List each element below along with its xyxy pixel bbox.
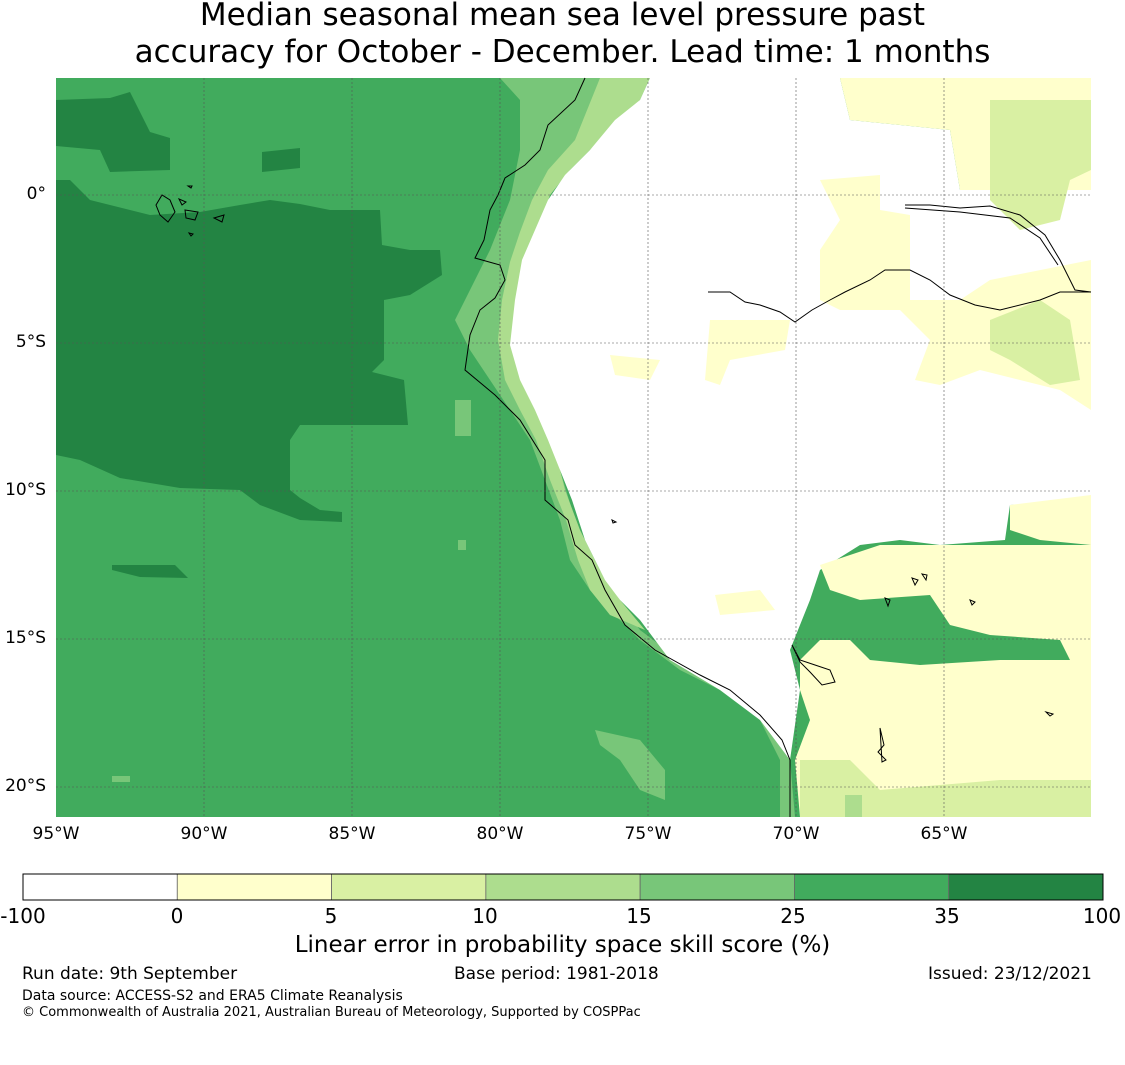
low-skill-patch [990,100,1091,230]
chart-title-line-2: accuracy for October - December. Lead ti… [134,34,991,70]
colorbar-tick: 25 [780,904,806,928]
colorbar-bin [485,873,641,901]
high-skill-patch [262,148,300,172]
colorbar-bin [794,873,950,901]
low-skill-patch [715,590,775,615]
low-skill-patch [845,795,862,817]
base-period: Base period: 1981-2018 [454,964,659,984]
ocean-skill-patch [595,730,665,800]
low-skill-patch [705,320,790,385]
colorbar-tick: -100 [0,904,46,928]
low-skill-patch [800,760,1091,817]
run-date: Run date: 9th September [22,964,238,984]
lon-label: 80°W [476,824,524,844]
colorbar-tick: 35 [934,904,960,928]
high-skill-patch [56,92,170,172]
colorbar-tick: 10 [472,904,498,928]
colorbar-bin [176,873,332,901]
colorbar-tick: 15 [626,904,652,928]
low-skill-patch [1010,495,1091,545]
low-skill-patch [990,300,1080,385]
river-lines [708,204,1092,323]
data-source: Data source: ACCESS-S2 and ERA5 Climate … [22,988,403,1004]
colorbar-tick: 100 [1082,904,1122,928]
high-skill-patch [112,565,188,578]
lat-label: 20°S [5,776,46,796]
lon-label: 90°W [180,824,228,844]
lat-label: 10°S [5,480,46,500]
high-skill-region [56,180,442,522]
negative-skill-region [510,78,1091,760]
chart-title-line-1: Median seasonal mean sea level pressure … [199,0,926,33]
colorbar-bin [331,873,487,901]
issued-date: Issued: 23/12/2021 [928,964,1092,984]
ocean-skill-patch [112,776,130,782]
map-gridlines [56,78,1091,817]
coastal-skill-band-2 [498,78,650,630]
ocean-skill-patch [458,540,466,550]
colorbar [22,873,1104,901]
colorbar-frame [22,873,1104,901]
low-skill-patch [610,355,660,380]
lon-label: 85°W [328,824,376,844]
colorbar-label: Linear error in probability space skill … [294,932,831,958]
copyright: © Commonwealth of Australia 2021, Austra… [22,1005,641,1020]
lat-label: 5°S [15,332,46,352]
lon-label: 65°W [920,824,968,844]
lon-label: 75°W [624,824,672,844]
colorbar-bin [639,873,795,901]
low-skill-patch [795,545,1091,817]
colorbar-bin [22,873,178,901]
colorbar-bin [948,873,1104,901]
colorbar-tick: 0 [170,904,184,928]
lat-label: 0° [26,184,46,204]
colorbar-tick: 5 [324,904,338,928]
lon-label: 95°W [32,824,80,844]
ocean-skill-patch [455,400,471,436]
lat-label: 15°S [5,628,46,648]
map-panel [56,77,1092,817]
lon-label: 70°W [772,824,820,844]
